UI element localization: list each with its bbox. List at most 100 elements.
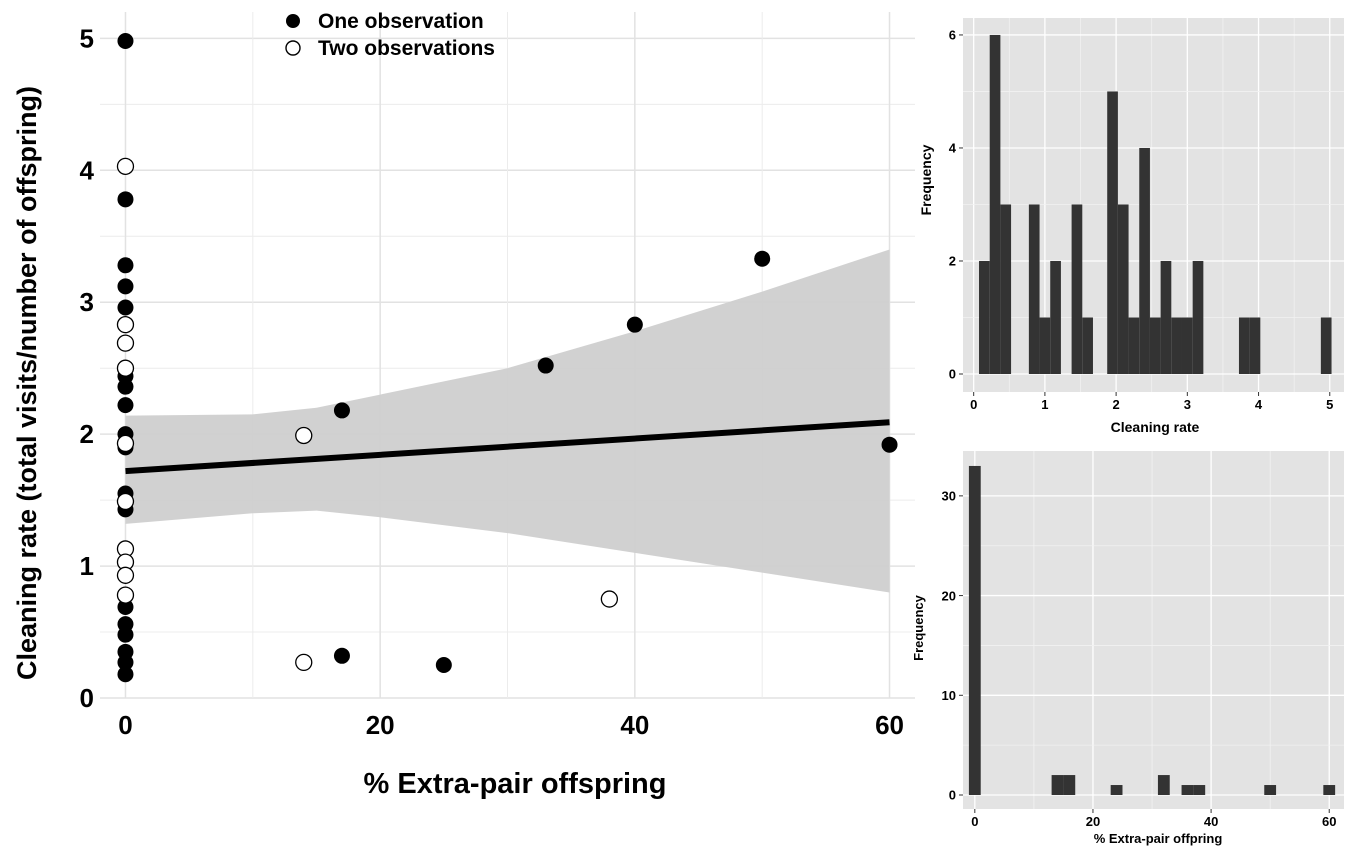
point-two-observations <box>116 359 135 377</box>
histogram-y-tick-label: 2 <box>949 254 956 269</box>
histogram-bar <box>1117 204 1129 374</box>
scatter-y-tick-label: 2 <box>80 419 94 449</box>
histogram-bar <box>1323 785 1336 795</box>
histogram-bar <box>1000 204 1012 374</box>
scatter-x-tick-label: 60 <box>875 710 904 740</box>
point-one-observation <box>117 278 134 295</box>
histogram-bar <box>1063 775 1076 795</box>
histogram-bar <box>989 34 1001 374</box>
scatter-x-tick-label: 0 <box>118 710 132 740</box>
scatter-y-axis-label: Cleaning rate (total visits/number of of… <box>12 86 42 680</box>
point-two-observations <box>116 157 135 176</box>
scatter-x-axis-label: % Extra-pair offspring <box>364 768 667 800</box>
point-one-observation <box>333 647 350 664</box>
point-two-observations <box>600 590 619 608</box>
histogram-bar <box>1171 317 1182 374</box>
histogram-2-x-axis-label: % Extra-pair offpring <box>1094 831 1223 846</box>
histogram-2-tick-labels: 0 20 40 60 0 10 20 30 <box>942 489 1337 829</box>
histogram-x-tick-label: 5 <box>1326 397 1333 412</box>
scatter-tick-labels: 0 20 40 60 0 1 2 3 4 5 <box>80 23 904 740</box>
legend-marker-filled <box>286 14 300 28</box>
histogram-y-tick-label: 30 <box>942 489 956 504</box>
point-one-observation <box>117 397 134 414</box>
point-two-observations <box>116 334 135 352</box>
histogram-y-tick-label: 6 <box>949 28 956 43</box>
extra-pair-histogram: 0 20 40 60 0 10 20 30 % Extra-pair offpring Fre… <box>911 451 1344 846</box>
histogram-bar <box>1082 317 1093 374</box>
histogram-bar <box>1028 204 1040 374</box>
histogram-x-tick-label: 20 <box>1086 814 1100 829</box>
confidence-band <box>125 249 890 593</box>
histogram-x-tick-label: 40 <box>1204 814 1218 829</box>
histogram-bar <box>1160 260 1172 374</box>
point-one-observation <box>881 436 898 453</box>
histogram-x-tick-label: 2 <box>1112 397 1119 412</box>
histogram-bar <box>1051 775 1064 795</box>
point-one-observation <box>754 250 771 267</box>
scatter-y-tick-label: 5 <box>80 23 94 53</box>
point-one-observation <box>117 626 134 643</box>
legend-label-one-observation: One observation <box>318 10 484 33</box>
histogram-bar <box>1193 785 1206 795</box>
histogram-bar <box>979 260 990 374</box>
histogram-y-tick-label: 4 <box>949 141 957 156</box>
histogram-2-y-axis-label: Frequency <box>911 594 926 661</box>
fitted-line <box>125 419 890 475</box>
histogram-bar <box>1071 204 1083 374</box>
histogram-bar <box>1128 317 1140 374</box>
histogram-1-y-axis-label: Frequency <box>918 144 934 215</box>
histogram-x-tick-label: 4 <box>1255 397 1263 412</box>
histogram-bar <box>1264 785 1277 795</box>
point-two-observations <box>116 492 135 511</box>
scatter-panel: 0 20 40 60 0 1 2 3 4 5 % Extra-pair offspring Cle… <box>12 10 915 800</box>
histogram-bar <box>1149 317 1161 374</box>
point-one-observation <box>117 378 134 395</box>
histogram-bar <box>968 465 981 795</box>
histogram-x-tick-label: 0 <box>970 397 977 412</box>
histogram-bar <box>1181 785 1194 795</box>
histogram-bar <box>1110 785 1123 795</box>
scatter-legend: One observation Two observations <box>285 10 495 60</box>
histogram-y-tick-label: 0 <box>949 788 956 803</box>
histogram-bar <box>1320 317 1332 374</box>
histogram-bar <box>1181 317 1193 374</box>
legend-marker-open <box>285 40 301 56</box>
histogram-bar <box>1039 317 1051 374</box>
regression-line <box>125 419 890 475</box>
histogram-bar <box>1249 317 1261 374</box>
point-one-observation <box>117 299 134 316</box>
point-one-observation <box>117 666 134 683</box>
scatter-x-tick-label: 20 <box>366 710 395 740</box>
scatter-y-tick-label: 3 <box>80 287 94 317</box>
point-one-observation <box>435 657 452 674</box>
point-one-observation <box>626 316 643 333</box>
histogram-2-background <box>963 451 1344 809</box>
point-two-observations <box>116 586 135 604</box>
point-two-observations <box>295 653 313 672</box>
histogram-x-tick-label: 60 <box>1322 814 1336 829</box>
histogram-bar <box>1139 147 1150 374</box>
histogram-x-tick-label: 1 <box>1041 397 1048 412</box>
point-one-observation <box>117 654 134 671</box>
histogram-y-tick-label: 10 <box>942 688 956 703</box>
histogram-bar <box>1192 260 1204 374</box>
point-two-observations <box>295 426 313 445</box>
histogram-y-tick-label: 0 <box>949 367 956 382</box>
scatter-points <box>116 33 898 683</box>
histogram-y-tick-label: 20 <box>942 588 956 603</box>
confidence-band-area <box>125 249 890 593</box>
point-one-observation <box>117 257 134 274</box>
point-one-observation <box>117 191 134 208</box>
histogram-bar <box>1107 91 1118 374</box>
scatter-y-tick-label: 0 <box>80 683 94 713</box>
histogram-1-tick-labels: 0 1 2 3 4 5 0 2 4 6 <box>949 28 1334 412</box>
histogram-bar <box>1050 260 1061 374</box>
histogram-bar <box>1157 775 1170 795</box>
histogram-x-tick-label: 0 <box>971 814 978 829</box>
point-one-observation <box>117 598 134 615</box>
point-two-observations <box>116 316 135 334</box>
point-one-observation <box>333 402 350 419</box>
cleaning-rate-histogram: 0 1 2 3 4 5 0 2 4 6 Cleaning rate Frequency <box>918 18 1344 435</box>
point-two-observations <box>116 434 135 453</box>
histogram-bar <box>1238 317 1250 374</box>
